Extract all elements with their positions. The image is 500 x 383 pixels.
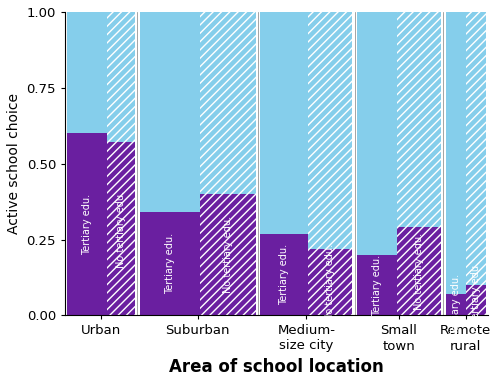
Bar (446, 294, 466, 316)
Bar (397, 228, 441, 316)
Text: Tertiary edu.: Tertiary edu. (164, 233, 174, 295)
Bar (140, 212, 200, 316)
Text: No tertiary edu.: No tertiary edu. (116, 190, 126, 268)
Text: No tertiary edu.: No tertiary edu. (325, 244, 335, 321)
Bar (357, 255, 397, 316)
Text: Tertiary edu.: Tertiary edu. (82, 194, 92, 255)
Bar (308, 12, 352, 249)
Text: Tertiary edu.: Tertiary edu. (280, 244, 289, 305)
Bar (260, 234, 308, 316)
Bar (260, 12, 308, 234)
Y-axis label: Active school choice: Active school choice (7, 93, 21, 234)
Bar (308, 249, 352, 316)
Bar (466, 285, 485, 316)
Bar (107, 12, 135, 142)
X-axis label: Area of school location: Area of school location (169, 358, 384, 376)
Text: No tertiary edu.: No tertiary edu. (222, 216, 232, 293)
Text: Tertiary edu.: Tertiary edu. (450, 274, 460, 336)
Bar (67, 12, 107, 133)
Bar (200, 194, 256, 316)
Text: No tertiary edu.: No tertiary edu. (414, 233, 424, 310)
Text: Tertiary edu.: Tertiary edu. (372, 255, 382, 316)
Bar (140, 12, 200, 212)
Bar (200, 12, 256, 194)
Bar (446, 12, 466, 294)
Bar (466, 12, 485, 285)
Bar (67, 133, 107, 316)
Bar (397, 12, 441, 228)
Text: No tertiary edu.: No tertiary edu. (470, 262, 480, 339)
Bar (107, 142, 135, 316)
Bar (357, 12, 397, 255)
